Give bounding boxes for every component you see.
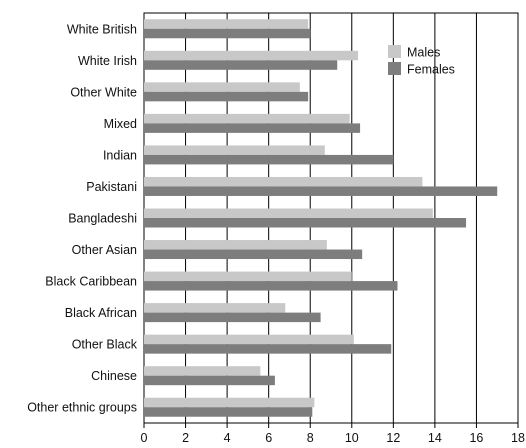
bar-females-white-irish (144, 60, 338, 70)
category-label: Black Caribbean (45, 275, 137, 289)
legend-swatch-females (388, 62, 401, 75)
category-label: Other White (70, 85, 137, 99)
bar-males-indian (144, 145, 325, 155)
bar-females-white-british (144, 28, 311, 39)
bar-females-pakistani (144, 186, 498, 196)
x-tick-label: 18 (511, 431, 525, 445)
bar-males-bangladeshi (144, 208, 433, 218)
legend-label-males: Males (407, 46, 440, 60)
category-label: Other ethnic groups (27, 401, 137, 415)
category-label: Black African (65, 306, 137, 320)
bar-males-mixed (144, 113, 350, 124)
bar-females-chinese (144, 375, 275, 386)
legend-swatch-males (388, 45, 401, 58)
x-tick-label: 12 (386, 431, 400, 445)
x-tick-label: 10 (345, 431, 359, 445)
category-label: Other Asian (72, 243, 137, 257)
bar-females-indian (144, 154, 394, 165)
bar-females-bangladeshi (144, 218, 467, 228)
x-tick-label: 8 (307, 431, 314, 445)
category-label: Bangladeshi (68, 212, 137, 226)
bar-males-other-asian (144, 240, 327, 250)
bars (144, 19, 498, 417)
x-tick-label: 4 (224, 431, 231, 445)
x-tick-label: 0 (141, 431, 148, 445)
category-label: Pakistani (86, 180, 137, 194)
x-tick-label: 16 (469, 431, 483, 445)
category-label: White Irish (78, 54, 137, 68)
bar-males-black-caribbean (144, 271, 352, 282)
bar-males-pakistani (144, 176, 423, 187)
category-label: Mixed (104, 117, 137, 131)
bar-females-mixed (144, 123, 361, 133)
bar-females-black-african (144, 312, 321, 323)
category-label: White British (67, 22, 137, 36)
bar-males-white-irish (144, 50, 359, 61)
category-label: Indian (103, 148, 137, 162)
bar-males-other-black (144, 334, 354, 345)
legend-label-females: Females (407, 63, 455, 77)
bar-males-other-white (144, 82, 300, 92)
legend: Males Females (388, 45, 455, 77)
bar-males-black-african (144, 303, 286, 313)
category-labels: White British White Irish Other White Mixed… (27, 22, 138, 414)
bar-males-chinese (144, 366, 261, 376)
x-tick-label: 2 (182, 431, 189, 445)
bar-females-black-caribbean (144, 281, 398, 291)
bar-females-other-ethnic-groups (144, 407, 313, 417)
bar-females-other-white (144, 91, 309, 102)
category-label: Other Black (72, 338, 138, 352)
bar-males-white-british (144, 19, 309, 29)
bar-females-other-black (144, 344, 392, 354)
x-tick-label: 6 (265, 431, 272, 445)
x-axis-ticks: 0 2 4 6 8 10 12 14 16 18 (141, 423, 525, 445)
bar-females-other-asian (144, 249, 363, 260)
x-tick-label: 14 (428, 431, 442, 445)
category-label: Chinese (91, 369, 137, 383)
bar-males-other-ethnic-groups (144, 397, 315, 408)
